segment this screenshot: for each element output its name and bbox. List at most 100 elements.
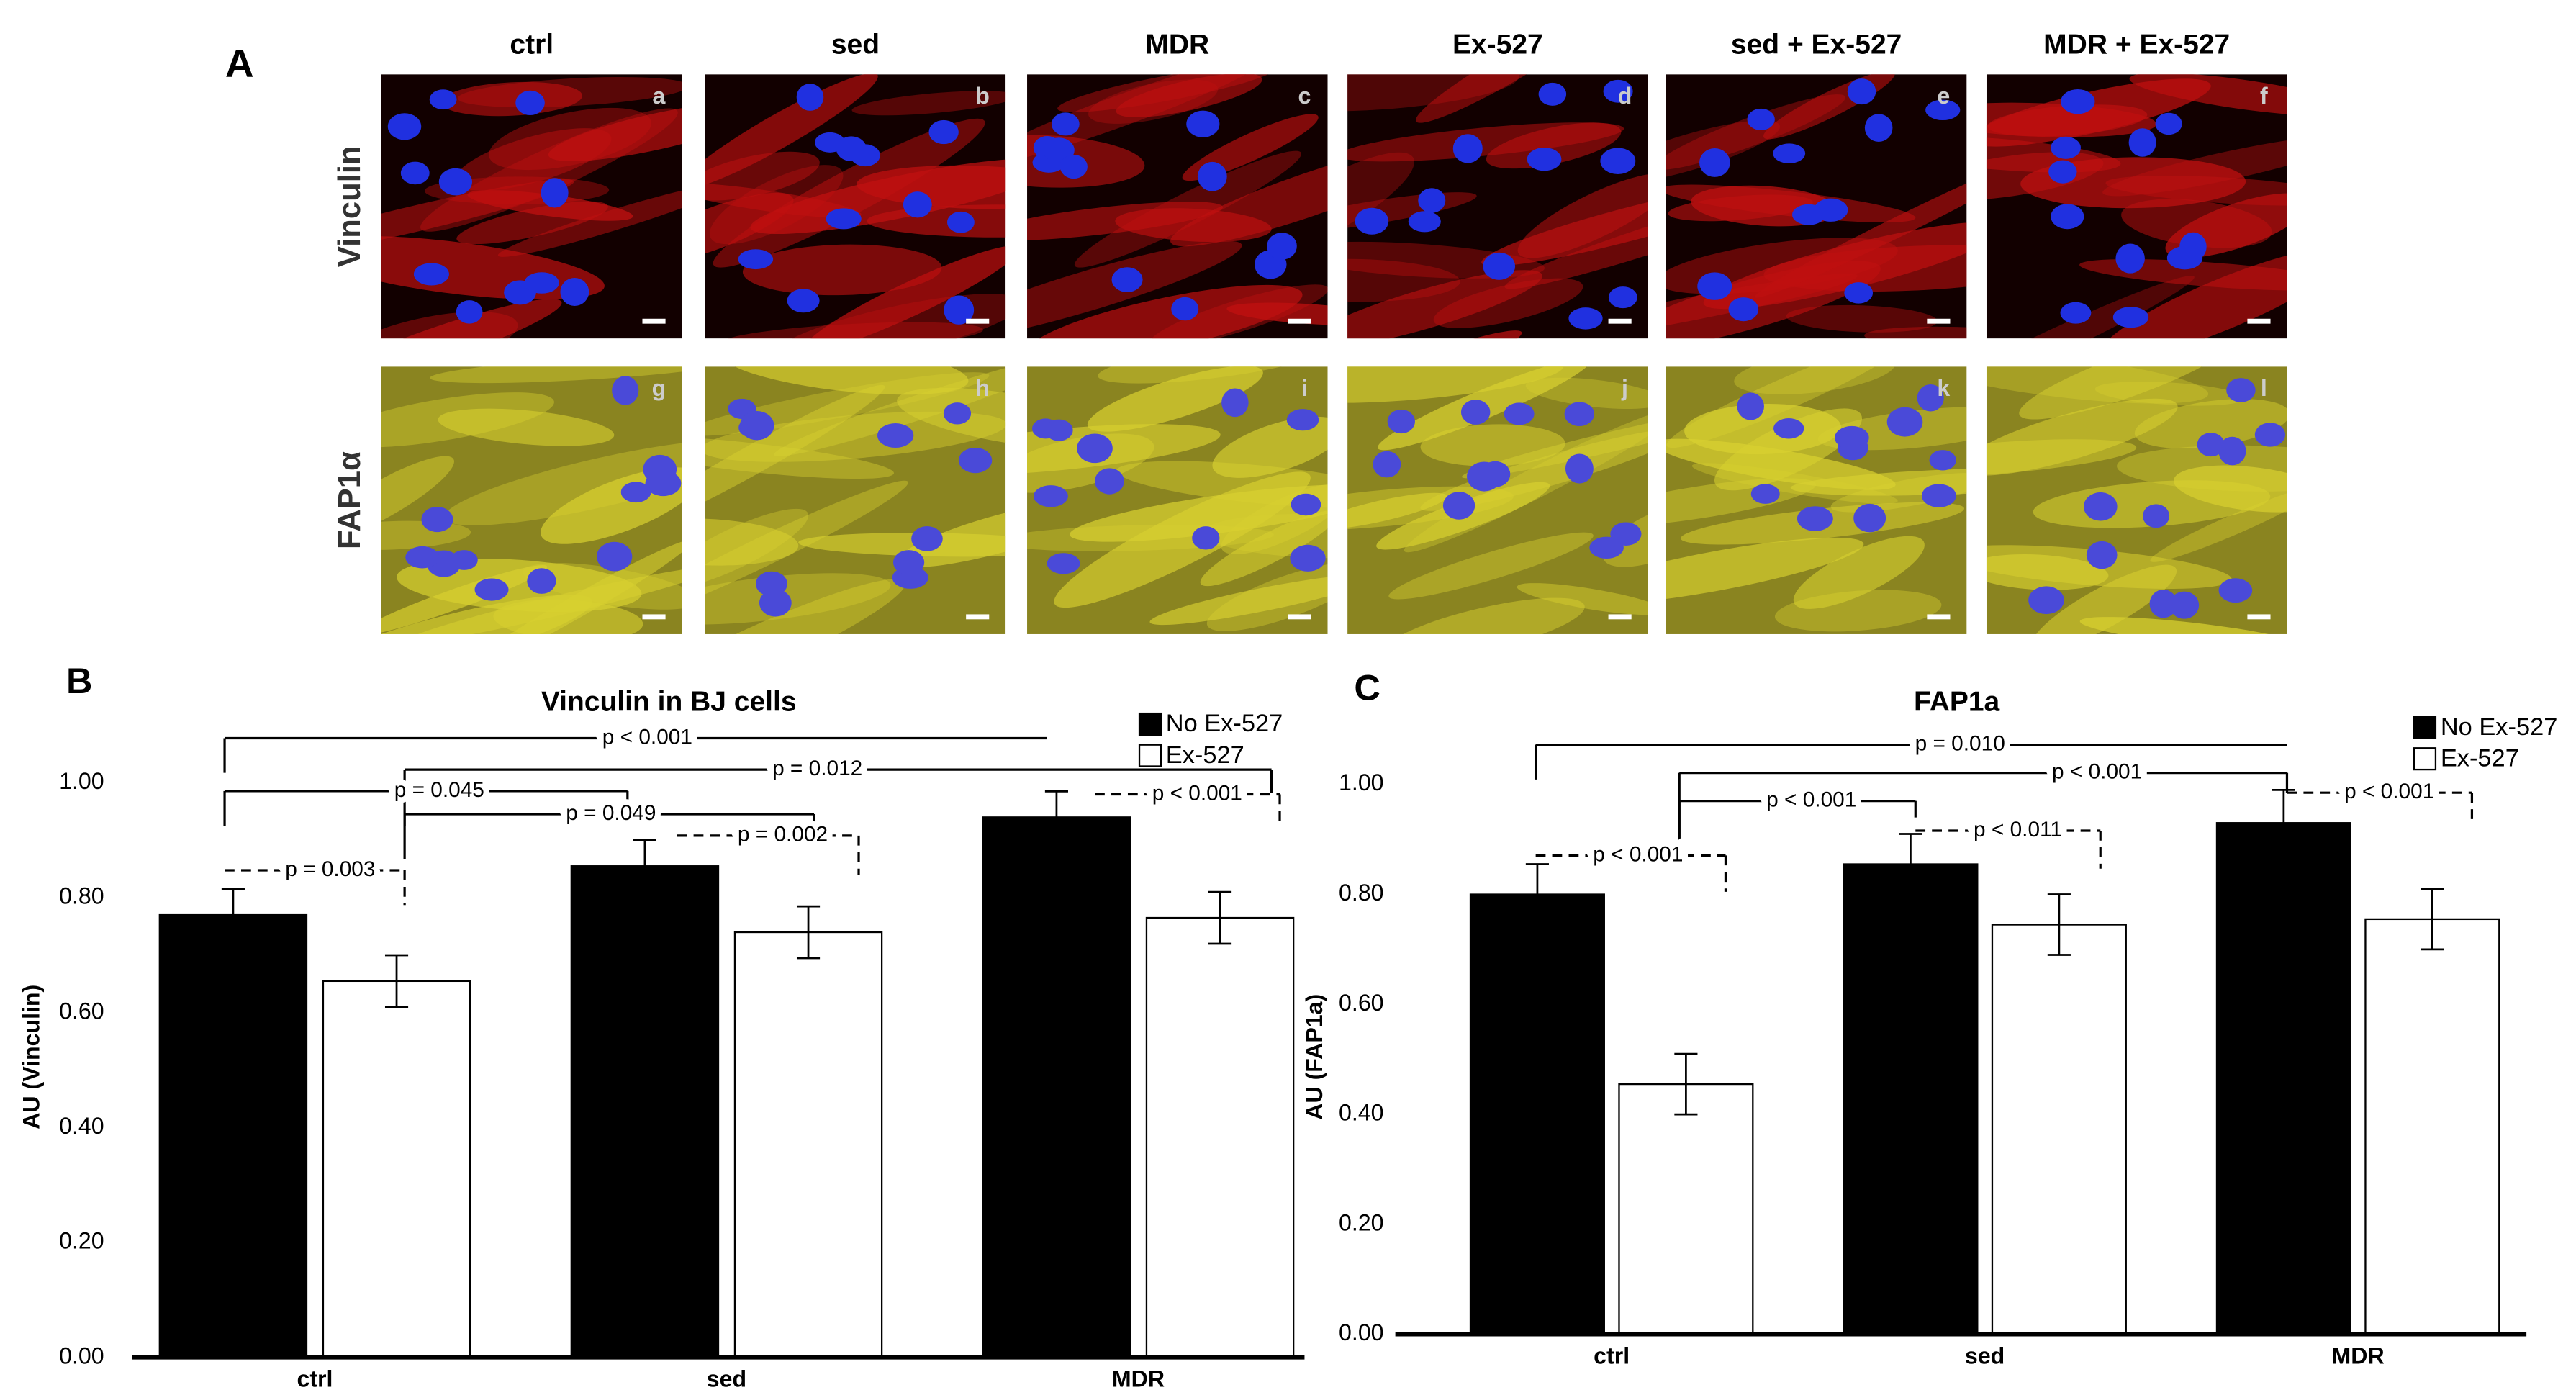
nucleus [903,191,932,218]
nucleus [1797,506,1833,531]
nucleus [1077,433,1113,464]
nucleus [1267,233,1297,260]
fiber [1347,241,1545,279]
micrograph [1666,366,1967,634]
nucleus [405,546,440,569]
nucleus [2155,112,2182,135]
image-letter: e [1937,83,1950,109]
fiber [1486,122,1622,169]
nucleus [2166,246,2203,270]
fiber [1383,597,1585,634]
fiber [1684,404,1841,455]
fiber [1433,278,1583,328]
significance-bracket [223,736,1047,773]
bar [1991,924,2127,1335]
fiber [1027,240,1242,339]
y-tick-label: 0.00 [59,1342,104,1368]
fiber [1027,202,1224,240]
fiber [1525,377,1648,410]
micrograph [1347,366,1648,634]
nucleus [1373,451,1401,478]
nucleus [815,132,846,153]
nucleus [1610,522,1642,546]
p-value: p = 0.049 [566,801,656,825]
nucleus [515,90,545,116]
nucleus [1387,409,1415,434]
p-value: p = 0.002 [738,823,828,847]
p-value: p < 0.001 [1152,781,1242,805]
nucleus [1460,400,1491,425]
fiber [1986,366,2209,404]
nucleus [1568,307,1603,330]
column-label: sed [831,30,880,60]
scale-bar [1608,614,1632,620]
fiber [1504,188,1648,289]
scale-bar [966,614,990,620]
fiber [1786,304,1938,333]
nucleus [787,289,820,313]
y-tick-label: 1.00 [1339,770,1383,795]
nucleus [1847,78,1876,105]
nucleus [1290,544,1326,572]
nucleus [1418,188,1446,213]
fiber [381,179,574,258]
nucleus [738,249,774,270]
y-tick-label: 0.60 [59,998,104,1024]
nucleus [2028,586,2064,615]
nucleus [1603,79,1633,103]
significance-bracket [677,834,860,875]
nucleus [2051,136,2081,159]
nucleus [524,272,559,294]
image-letter: i [1301,375,1308,401]
micrograph [1027,366,1328,634]
error-bar [221,888,245,942]
panel-letter: C [1354,667,1380,708]
bar [2364,918,2500,1335]
bar [322,980,471,1358]
fiber [1986,545,2232,589]
fiber [713,118,985,268]
fiber [1420,424,1565,466]
nucleus [1480,461,1511,487]
panel-letter: B [66,660,92,701]
scale-bar [642,318,666,324]
x-tick-label: MDR [2332,1342,2385,1368]
nucleus [2169,591,2200,619]
chart-title: FAP1a [1914,687,2000,718]
fiber [438,408,615,446]
nucleus [1286,409,1319,431]
nucleus [1917,384,1944,412]
fiber [1027,433,1154,493]
image-letter: h [975,375,990,401]
error-bar [1208,890,1232,945]
y-axis-label: AU (Vinculin) [18,985,44,1129]
scale-bar [1608,318,1632,324]
nucleus [2218,578,2253,603]
fiber [851,91,1006,116]
nucleus [1197,161,1227,191]
error-bar [796,905,821,960]
image-letter: f [2260,83,2268,109]
fiber [1817,407,1967,451]
nucleus [1864,114,1893,143]
micrograph [705,366,1006,634]
error-bar [633,839,656,893]
p-value: p = 0.012 [772,757,862,780]
y-tick-label: 0.20 [1339,1209,1383,1235]
nucleus [1929,450,1956,471]
fiber [1388,532,1594,600]
nucleus [1221,388,1249,418]
fiber [1774,590,1942,632]
nucleus [2128,128,2156,157]
fiber [1462,402,1648,479]
nucleus [1747,108,1775,130]
nucleus [1728,297,1759,322]
image-letter: a [652,83,666,109]
p-value: p < 0.001 [1766,788,1856,812]
column-label: ctrl [510,30,553,60]
error-bar [384,954,409,1008]
nucleus [1773,143,1806,163]
y-tick-label: 0.40 [1339,1100,1383,1126]
nucleus [527,568,556,594]
scale-bar [966,318,990,324]
